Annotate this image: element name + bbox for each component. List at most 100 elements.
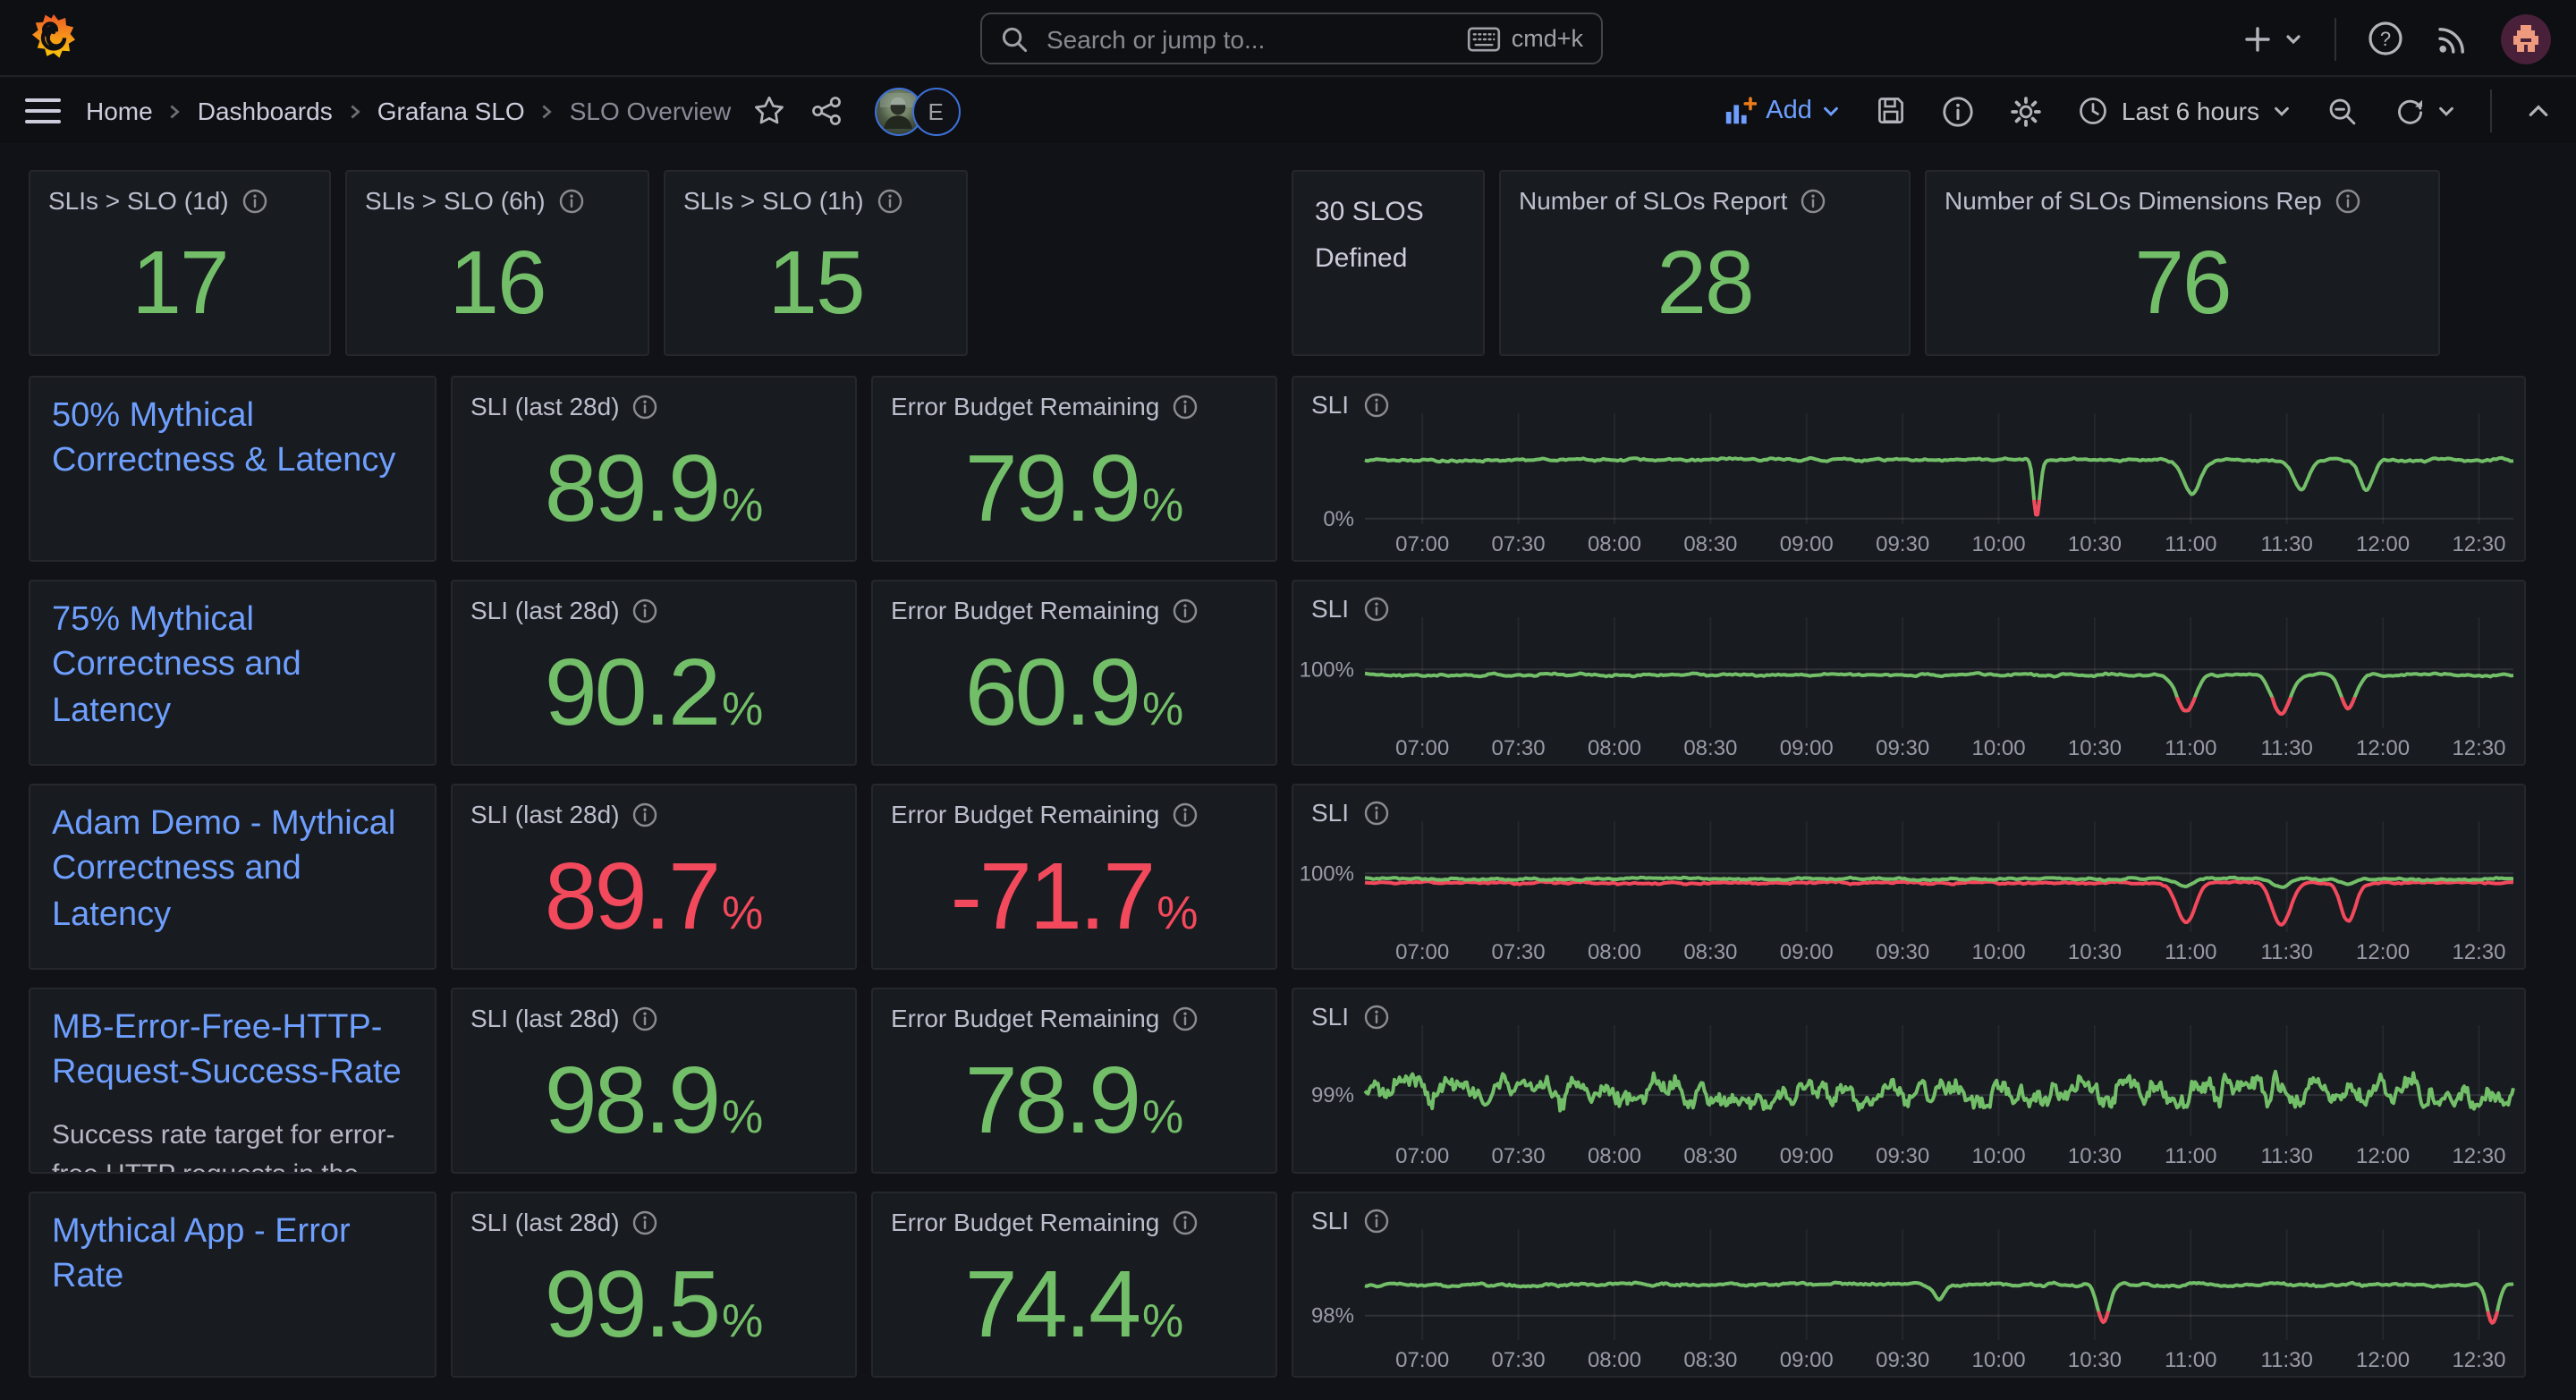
svg-text:10:30: 10:30 xyxy=(2068,940,2122,964)
panel-title[interactable]: Error Budget Remaining xyxy=(873,989,1275,1032)
grafana-logo-icon[interactable] xyxy=(29,13,79,63)
global-search[interactable]: cmd+k xyxy=(980,13,1603,64)
panel-title[interactable]: SLI xyxy=(1311,798,1390,827)
info-icon[interactable] xyxy=(1172,1005,1199,1031)
menu-button[interactable] xyxy=(25,97,61,125)
sli-value: 99.5% xyxy=(544,1252,764,1357)
svg-text:12:30: 12:30 xyxy=(2452,532,2505,556)
panel-title[interactable]: SLI xyxy=(1311,1002,1390,1031)
panel-title[interactable]: SLIs > SLO (1d) xyxy=(30,172,329,215)
panel-title-text: Error Budget Remaining xyxy=(891,596,1160,624)
info-icon[interactable] xyxy=(1172,1209,1199,1235)
panel-title[interactable]: Number of SLOs Dimensions Rep xyxy=(1927,172,2438,215)
panel-title[interactable]: Number of SLOs Report xyxy=(1501,172,1909,215)
info-icon[interactable] xyxy=(1363,391,1390,418)
svg-text:09:30: 09:30 xyxy=(1876,1144,1929,1168)
sli-timeseries-chart[interactable]: 07:00 07:30 08:00 08:30 09:00 09:30 10:00 10:30… xyxy=(1293,989,2526,1174)
info-icon[interactable] xyxy=(1363,1207,1390,1234)
svg-text:08:30: 08:30 xyxy=(1683,1144,1737,1168)
error-budget-value: -71.7% xyxy=(950,844,1199,949)
error-budget-value: 60.9% xyxy=(964,640,1184,745)
refresh-button[interactable] xyxy=(2394,95,2456,127)
panel-title[interactable]: Error Budget Remaining xyxy=(873,581,1275,624)
info-icon[interactable] xyxy=(632,801,659,827)
user-avatar[interactable] xyxy=(2501,13,2551,64)
sli-timeseries-chart[interactable]: 07:00 07:30 08:00 08:30 09:00 09:30 10:00 10:30… xyxy=(1293,785,2526,970)
zoom-out-button[interactable] xyxy=(2326,94,2360,128)
dashboard-settings-button[interactable] xyxy=(2009,94,2043,128)
info-icon[interactable] xyxy=(1363,799,1390,826)
new-button[interactable] xyxy=(2241,22,2304,55)
info-icon[interactable] xyxy=(632,1005,659,1031)
panel-title[interactable]: Error Budget Remaining xyxy=(873,378,1275,420)
panel-title[interactable]: Error Budget Remaining xyxy=(873,785,1275,828)
svg-text:11:00: 11:00 xyxy=(2165,532,2216,556)
svg-text:08:30: 08:30 xyxy=(1683,736,1737,760)
divider xyxy=(2334,17,2336,60)
svg-text:07:30: 07:30 xyxy=(1492,532,1546,556)
breadcrumb-dashboards[interactable]: Dashboards xyxy=(197,97,333,125)
panel-title[interactable]: SLIs > SLO (1h) xyxy=(665,172,966,215)
panel-title[interactable]: SLI (last 28d) xyxy=(453,785,855,828)
svg-text:100%: 100% xyxy=(1300,658,1354,682)
svg-text:07:30: 07:30 xyxy=(1492,940,1546,964)
time-range-picker[interactable]: Last 6 hours xyxy=(2077,95,2292,127)
search-input[interactable] xyxy=(1043,22,1453,55)
slo-link[interactable]: MB-Error-Free-HTTP-Request-Success-Rate xyxy=(52,1009,402,1092)
collapse-header-button[interactable] xyxy=(2526,98,2551,123)
viewer-avatar-initial[interactable]: E xyxy=(911,87,961,135)
svg-text:10:00: 10:00 xyxy=(1972,1348,2026,1372)
panel-title[interactable]: Error Budget Remaining xyxy=(873,1193,1275,1236)
svg-text:07:00: 07:00 xyxy=(1395,736,1449,760)
sli-timeseries-chart[interactable]: 07:00 07:30 08:00 08:30 09:00 09:30 10:00 10:30… xyxy=(1293,581,2526,766)
panel-title[interactable]: SLI xyxy=(1311,594,1390,623)
panel-title[interactable]: SLI (last 28d) xyxy=(453,378,855,420)
slo-name-panel: MB-Error-Free-HTTP-Request-Success-Rate … xyxy=(29,988,436,1174)
breadcrumb-folder[interactable]: Grafana SLO xyxy=(377,97,525,125)
panel-title[interactable]: SLI xyxy=(1311,1206,1390,1235)
info-icon[interactable] xyxy=(558,187,585,214)
stat-panel-slis-slo-1h: SLIs > SLO (1h) 15 xyxy=(664,170,968,356)
sli-timeseries-chart[interactable]: 07:00 07:30 08:00 08:30 09:00 09:30 10:00 10:30… xyxy=(1293,1193,2526,1378)
slo-link[interactable]: 50% Mythical Correctness & Latency xyxy=(52,397,396,480)
info-icon[interactable] xyxy=(1363,1003,1390,1030)
svg-text:07:00: 07:00 xyxy=(1395,1348,1449,1372)
info-icon[interactable] xyxy=(1172,597,1199,624)
info-icon[interactable] xyxy=(242,187,268,214)
slo-link[interactable]: Adam Demo - Mythical Correctness and Lat… xyxy=(52,805,396,934)
slo-link[interactable]: Mythical App - Error Rate xyxy=(52,1213,351,1296)
info-icon[interactable] xyxy=(1363,595,1390,622)
help-button[interactable]: ? xyxy=(2367,20,2404,57)
panel-title[interactable]: SLI xyxy=(1311,390,1390,419)
save-dashboard-button[interactable] xyxy=(1875,95,1907,127)
panel-title[interactable]: SLI (last 28d) xyxy=(453,581,855,624)
favorite-button[interactable] xyxy=(752,95,784,127)
panel-title[interactable]: SLI (last 28d) xyxy=(453,1193,855,1236)
svg-text:11:30: 11:30 xyxy=(2261,736,2313,760)
panel-title-text: SLI (last 28d) xyxy=(470,1004,620,1032)
breadcrumb-home[interactable]: Home xyxy=(86,97,153,125)
sli-stat-panel: SLI (last 28d) 90.2% xyxy=(451,580,857,766)
info-icon[interactable] xyxy=(2334,187,2361,214)
chevron-right-icon xyxy=(171,104,181,118)
info-icon[interactable] xyxy=(632,393,659,420)
panel-title-text: Error Budget Remaining xyxy=(891,392,1160,420)
info-icon[interactable] xyxy=(632,597,659,624)
svg-text:08:00: 08:00 xyxy=(1588,1348,1641,1372)
chevron-down-icon[interactable] xyxy=(2436,101,2456,121)
slo-link[interactable]: 75% Mythical Correctness and Latency xyxy=(52,601,301,730)
slo-row: 50% Mythical Correctness & Latency SLI (… xyxy=(0,376,2576,562)
news-button[interactable] xyxy=(2435,21,2470,56)
add-panel-button[interactable]: Add xyxy=(1723,94,1841,128)
info-icon[interactable] xyxy=(632,1209,659,1235)
info-icon[interactable] xyxy=(1172,393,1199,420)
sli-timeseries-chart[interactable]: 07:00 07:30 08:00 08:30 09:00 09:30 10:00 10:30… xyxy=(1293,378,2526,562)
share-button[interactable] xyxy=(809,95,842,127)
info-icon[interactable] xyxy=(1800,187,1826,214)
panel-title[interactable]: SLI (last 28d) xyxy=(453,989,855,1032)
info-icon[interactable] xyxy=(1172,801,1199,827)
panel-title[interactable]: SLIs > SLO (6h) xyxy=(347,172,648,215)
dashboard-insights-button[interactable] xyxy=(1941,94,1975,128)
info-icon[interactable] xyxy=(877,187,903,214)
slo-row: MB-Error-Free-HTTP-Request-Success-Rate … xyxy=(0,988,2576,1174)
